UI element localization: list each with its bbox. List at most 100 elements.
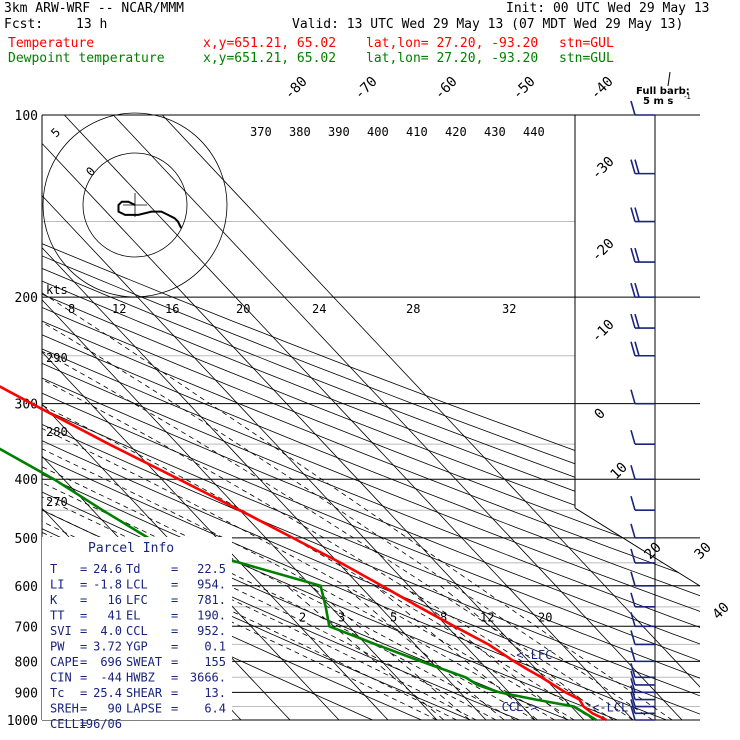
- isotherm-label: 30: [692, 540, 715, 563]
- wind-barb: [630, 663, 655, 679]
- theta-e-label: 12: [112, 302, 126, 316]
- moist-adiabat: [42, 269, 536, 720]
- parcel-key: PW: [50, 640, 65, 654]
- moist-adiabat: [42, 269, 516, 720]
- parcel-key: CIN: [50, 671, 72, 685]
- legend-dewpoint-label: Dewpoint temperature: [8, 51, 165, 66]
- forecast-hour: 13 h: [76, 17, 108, 32]
- parcel-eq: =: [80, 640, 87, 654]
- barb-flag: [630, 678, 636, 693]
- parcel-key: SVI: [50, 624, 72, 638]
- isotherm-label: 40: [710, 600, 733, 623]
- isotherm-label: -10: [589, 317, 618, 346]
- legend-temperature-label: Temperature: [8, 36, 95, 51]
- pressure-tick-label: 100: [15, 109, 38, 124]
- barb-flag: [630, 100, 636, 116]
- mixing-ratio-label: 20: [538, 610, 552, 624]
- isotherm-label: -70: [352, 74, 381, 103]
- dry-adiabat: [42, 115, 700, 720]
- barb-flag: [634, 207, 640, 222]
- model-title: 3km ARW-WRF -- NCAR/MMM: [4, 1, 185, 16]
- hodograph-trace: [117, 200, 183, 229]
- barb-flag: [630, 699, 636, 714]
- parcel-key: YGP: [126, 640, 148, 654]
- barb-flag: [630, 571, 636, 587]
- wind-barb: [630, 247, 655, 263]
- theta-left-label: 280: [46, 425, 68, 439]
- barb-flag: [630, 592, 636, 608]
- dry-adiabat: [42, 115, 700, 720]
- init-time: Init: 00 UTC Wed 29 May 13: [506, 1, 710, 16]
- barb-flag: [630, 159, 636, 174]
- isotherm: [42, 115, 487, 720]
- parcel-eq: =: [171, 686, 178, 700]
- barb-flag: [630, 548, 636, 564]
- wind-barb: [630, 523, 655, 539]
- parcel-value: 0.1: [204, 640, 226, 654]
- theta-label: 430: [484, 125, 506, 139]
- barb-flag: [630, 663, 636, 678]
- wind-barb: [630, 630, 655, 646]
- isotherm-label: -50: [510, 74, 539, 103]
- barb-flag: [630, 692, 636, 707]
- wind-barb: [630, 313, 655, 329]
- dry-adiabat: [42, 115, 700, 720]
- parcel-eq: =: [80, 686, 87, 700]
- parcel-eq: =: [80, 609, 87, 623]
- ccl-marker: CCL->: [502, 700, 538, 714]
- parcel-value: -1.8: [93, 578, 122, 592]
- wind-barb: [630, 465, 655, 481]
- pressure-tick-label: 200: [15, 291, 38, 306]
- moist-adiabat: [42, 269, 595, 720]
- dry-adiabat: [42, 115, 700, 720]
- parcel-value: 90: [108, 702, 122, 716]
- pressure-tick-label: 900: [15, 686, 38, 701]
- hodo-ring-label-inner: 0: [83, 164, 98, 179]
- dry-adiabat: [42, 115, 700, 720]
- barb-flag: [630, 341, 636, 356]
- parcel-eq: =: [171, 702, 178, 716]
- parcel-value: 4.0: [100, 624, 122, 638]
- dry-adiabat: [42, 115, 373, 720]
- pressure-tick-label: 700: [15, 620, 38, 635]
- theta-e-label: 32: [502, 302, 516, 316]
- parcel-info-row: T = 24.6 Td = 22.5: [50, 562, 226, 576]
- parcel-key: CCL: [126, 624, 148, 638]
- moist-adiabat: [42, 269, 673, 720]
- temperature-profile: [0, 385, 608, 722]
- parcel-value: 22.5: [197, 562, 226, 576]
- isotherm-label: 20: [642, 540, 665, 563]
- parcel-value: 190.: [197, 609, 226, 623]
- theta-label: 440: [523, 125, 545, 139]
- legend-temperature-coords: x,y=651.21, 65.02: [203, 36, 337, 51]
- legend-dewpoint-station: stn=GUL: [559, 51, 614, 66]
- barb-flag: [630, 523, 636, 539]
- pressure-tick-label: 600: [15, 580, 38, 595]
- parcel-value: 16: [108, 593, 122, 607]
- isotherm: [113, 115, 683, 720]
- legend-dewpoint-coords: x,y=651.21, 65.02: [203, 51, 337, 66]
- parcel-value: 13.: [204, 686, 226, 700]
- barb-flag: [630, 282, 636, 298]
- moist-adiabat: [42, 269, 634, 720]
- parcel-info-row: LI = -1.8 LCL = 954.: [50, 578, 226, 592]
- theta-e-label: 28: [406, 302, 420, 316]
- parcel-key: HWBZ: [126, 671, 155, 685]
- parcel-info-row: CELL =196/06: [50, 717, 122, 731]
- parcel-info-row: SREH = 90 LAPSE = 6.4: [50, 702, 226, 716]
- parcel-info-bg: [42, 537, 232, 720]
- parcel-key: TT: [50, 609, 64, 623]
- isotherm: [42, 115, 585, 720]
- parcel-info-row: TT = 41 EL = 190.: [50, 609, 226, 623]
- parcel-eq: =: [171, 655, 178, 669]
- wind-barb: [630, 100, 655, 116]
- theta-e-label: 24: [312, 302, 326, 316]
- parcel-eq: =: [171, 578, 178, 592]
- dry-adiabat: [42, 115, 700, 720]
- barb-legend-value: 5 m s: [643, 96, 673, 107]
- barb-flag: [630, 647, 636, 662]
- parcel-info-row: CAPE = 696 SWEAT = 155: [50, 655, 226, 669]
- isotherm-label: -80: [282, 74, 311, 103]
- barb-legend-exponent: -1: [684, 93, 691, 101]
- parcel-value: 6.4: [204, 702, 226, 716]
